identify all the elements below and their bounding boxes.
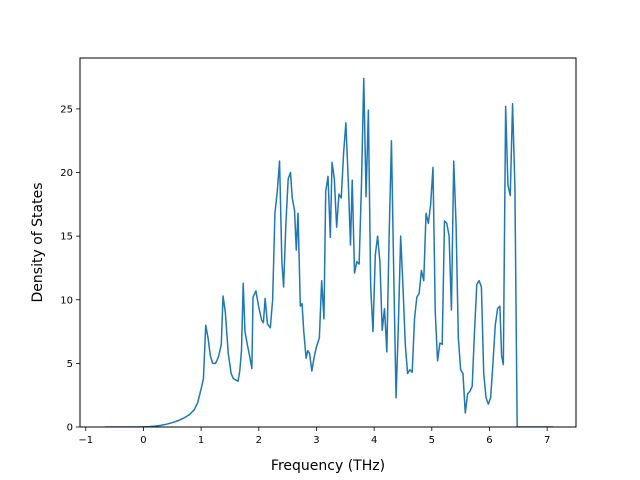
plot-area <box>104 77 553 427</box>
y-tick-label: 20 <box>60 168 73 179</box>
y-axis-label: Density of States <box>30 183 46 303</box>
y-tick-label: 0 <box>67 423 73 434</box>
x-tick-label: 1 <box>198 435 204 446</box>
x-tick-label: 2 <box>256 435 262 446</box>
axes-frame <box>79 57 577 428</box>
x-tick-label: 0 <box>140 435 146 446</box>
y-tick-label: 25 <box>60 104 73 115</box>
x-tick-label: 6 <box>486 435 492 446</box>
y-tick-label: 5 <box>67 359 73 370</box>
x-tick-label: 7 <box>544 435 550 446</box>
dos-series-line <box>104 77 553 427</box>
y-axis-ticks: 0 5 10 15 20 25 <box>60 104 80 434</box>
y-tick-label: 10 <box>60 295 73 306</box>
x-tick-label: 4 <box>371 435 377 446</box>
y-tick-label: 15 <box>60 232 73 243</box>
x-axis-label: Frequency (THz) <box>271 458 385 474</box>
x-tick-label: 3 <box>313 435 319 446</box>
x-tick-label: 5 <box>429 435 435 446</box>
x-tick-label: −1 <box>78 435 93 446</box>
x-axis-ticks: −1 0 1 2 3 4 5 6 7 <box>78 427 550 446</box>
